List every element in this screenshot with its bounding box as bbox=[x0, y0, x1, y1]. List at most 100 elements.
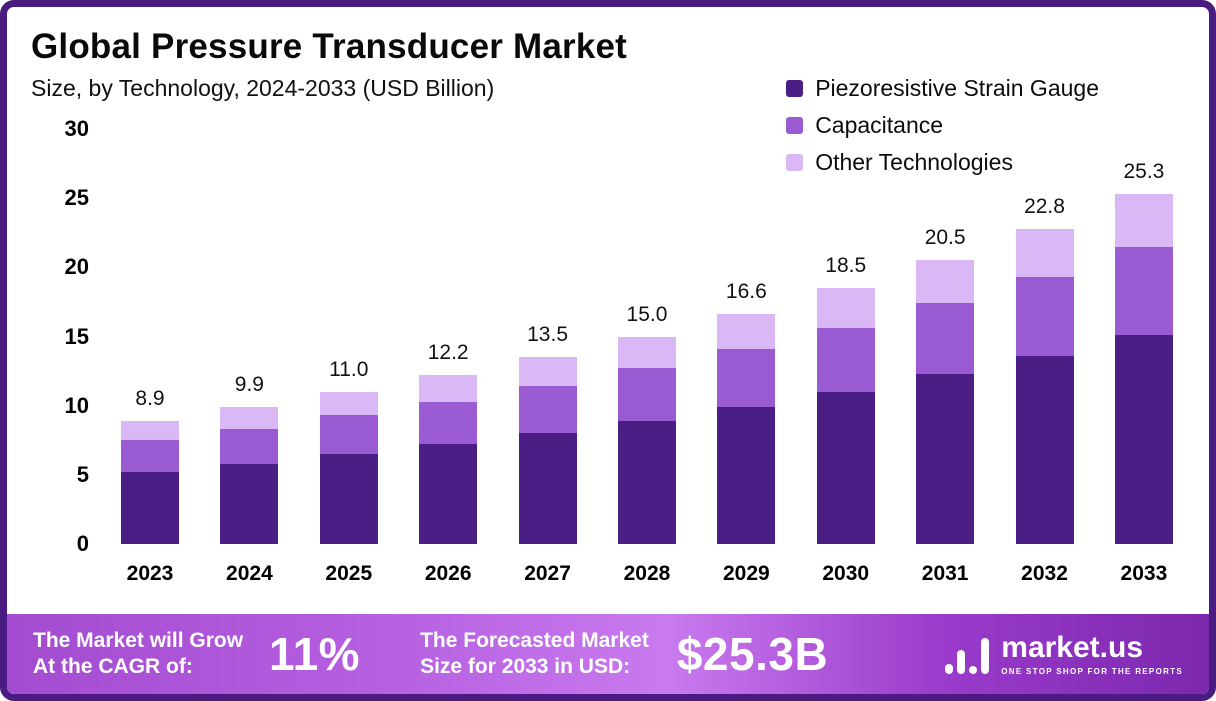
forecast-label: The Forecasted Market Size for 2033 in U… bbox=[420, 628, 649, 681]
x-tick-label: 2028 bbox=[623, 562, 671, 585]
bar-segment bbox=[220, 407, 279, 430]
bar-column: 25.3 2033 bbox=[1114, 129, 1173, 585]
bar-segment bbox=[1015, 277, 1074, 356]
logo-bar-icon bbox=[957, 650, 966, 674]
bar-segment bbox=[419, 444, 478, 544]
bar-total-label: 18.5 bbox=[825, 254, 867, 278]
legend-swatch-icon bbox=[786, 80, 804, 97]
bar-segment bbox=[220, 429, 279, 464]
bar-segment bbox=[518, 386, 577, 434]
y-tick-label: 10 bbox=[64, 392, 89, 418]
bar-segment bbox=[121, 440, 179, 473]
plot-area: 0 5 10 15 20 25 30 8.9 2023 9.9 2024 11.0 2025 12.2 2… bbox=[31, 117, 1179, 585]
legend-item: Other Technologies bbox=[786, 149, 1099, 176]
bar-segment bbox=[717, 348, 776, 408]
bar-segment bbox=[319, 391, 378, 416]
legend-label: Piezoresistive Strain Gauge bbox=[815, 75, 1099, 101]
footer-banner: The Market will Grow At the CAGR of: 11%… bbox=[7, 614, 1209, 694]
bar-segment bbox=[1114, 246, 1173, 336]
forecast-label-line2: Size for 2033 in USD: bbox=[420, 655, 631, 678]
bars: 8.9 2023 9.9 2024 11.0 2025 12.2 2026 13.5 2027 15… bbox=[115, 129, 1179, 585]
legend-swatch-icon bbox=[786, 117, 804, 134]
cagr-label-line1: The Market will Grow bbox=[33, 628, 244, 652]
logo-bar-icon bbox=[969, 666, 978, 674]
bar-stack bbox=[617, 336, 676, 544]
bar-segment bbox=[518, 357, 577, 387]
x-tick-label: 2029 bbox=[722, 562, 770, 585]
bar-column: 13.5 2027 bbox=[518, 129, 577, 585]
bar-segment bbox=[518, 433, 577, 544]
bar-segment bbox=[1015, 228, 1074, 278]
bar-segment bbox=[121, 472, 179, 544]
bar-total-label: 25.3 bbox=[1123, 160, 1165, 184]
bar-total-label: 11.0 bbox=[329, 357, 369, 381]
bar-column: 20.5 2031 bbox=[916, 129, 975, 585]
bar-segment bbox=[319, 454, 378, 544]
brand-logo: market.us ONE STOP SHOP FOR THE REPORTS bbox=[945, 632, 1183, 676]
brand-bars-icon bbox=[945, 634, 990, 674]
bar-stack bbox=[916, 260, 975, 544]
x-tick-label: 2031 bbox=[921, 562, 969, 585]
bar-segment bbox=[220, 463, 279, 544]
bar-segment bbox=[419, 375, 478, 402]
bar-segment bbox=[1015, 355, 1074, 544]
bar-segment bbox=[617, 336, 676, 369]
bar-segment bbox=[419, 401, 478, 445]
x-tick-label: 2026 bbox=[424, 562, 472, 585]
bar-total-label: 20.5 bbox=[924, 226, 966, 250]
bar-column: 22.8 2032 bbox=[1015, 129, 1074, 585]
bar-segment bbox=[617, 368, 676, 421]
bar-total-label: 16.6 bbox=[725, 280, 767, 304]
bar-segment bbox=[319, 415, 378, 455]
x-tick-label: 2024 bbox=[226, 562, 273, 585]
logo-bar-icon bbox=[981, 638, 990, 674]
bar-column: 9.9 2024 bbox=[220, 129, 279, 585]
bar-segment bbox=[816, 391, 875, 544]
page-title: Global Pressure Transducer Market bbox=[31, 27, 628, 66]
forecast-value: $25.3B bbox=[676, 628, 829, 680]
bar-segment bbox=[916, 260, 975, 304]
brand-tagline: ONE STOP SHOP FOR THE REPORTS bbox=[1001, 666, 1183, 676]
bar-total-label: 9.9 bbox=[234, 373, 264, 397]
bar-segment bbox=[121, 420, 179, 441]
bar-segment bbox=[816, 328, 875, 392]
bar-column: 16.6 2029 bbox=[717, 129, 776, 585]
bar-column: 15.0 2028 bbox=[617, 129, 676, 585]
legend-swatch-icon bbox=[786, 154, 804, 171]
bar-segment bbox=[916, 303, 975, 374]
chart-section: Global Pressure Transducer Market Size, … bbox=[7, 7, 1209, 614]
legend: Piezoresistive Strain Gauge Capacitance Ot… bbox=[786, 75, 1099, 176]
bar-column: 12.2 2026 bbox=[419, 129, 478, 585]
bar-stack bbox=[717, 314, 776, 544]
bar-total-label: 15.0 bbox=[626, 302, 668, 326]
logo-bar-icon bbox=[945, 664, 954, 674]
bar-segment bbox=[717, 407, 776, 544]
cagr-label-line2: At the CAGR of: bbox=[33, 655, 193, 678]
x-tick-label: 2025 bbox=[325, 562, 373, 585]
bar-total-label: 12.2 bbox=[427, 341, 469, 365]
chart-subtitle: Size, by Technology, 2024-2033 (USD Bill… bbox=[31, 75, 495, 101]
bar-column: 11.0 2025 bbox=[319, 129, 378, 585]
bar-stack bbox=[319, 391, 378, 544]
bar-stack bbox=[220, 407, 279, 544]
bar-stack bbox=[419, 375, 478, 544]
bar-stack bbox=[518, 357, 577, 544]
cagr-label: The Market will Grow At the CAGR of: bbox=[33, 628, 243, 681]
legend-label: Other Technologies bbox=[815, 149, 1013, 175]
bar-stack bbox=[1114, 194, 1173, 544]
legend-item: Capacitance bbox=[786, 112, 1099, 139]
bar-segment bbox=[1114, 194, 1173, 247]
forecast-label-line1: The Forecasted Market bbox=[420, 628, 649, 652]
x-tick-label: 2027 bbox=[524, 562, 571, 585]
x-tick-label: 2030 bbox=[822, 562, 870, 585]
bar-segment bbox=[617, 420, 676, 544]
y-axis: 0 5 10 15 20 25 30 bbox=[31, 117, 89, 556]
x-tick-label: 2023 bbox=[126, 562, 174, 585]
x-tick-label: 2032 bbox=[1021, 562, 1068, 585]
y-tick-label: 0 bbox=[76, 531, 89, 556]
y-tick-label: 20 bbox=[64, 254, 89, 280]
bar-stack bbox=[1015, 228, 1074, 544]
bar-segment bbox=[916, 373, 975, 544]
y-tick-label: 30 bbox=[64, 116, 89, 141]
